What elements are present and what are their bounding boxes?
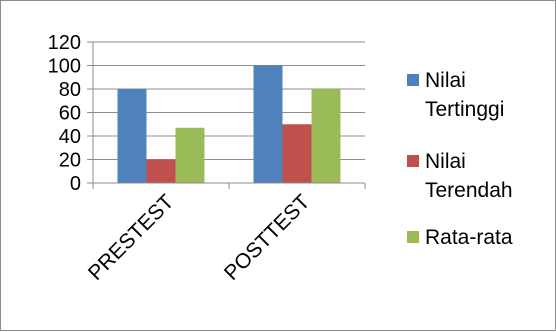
- legend-label: Nilai Terendah: [425, 150, 513, 202]
- y-tick-label: 100: [48, 56, 81, 78]
- bar: [146, 159, 176, 183]
- y-tick-label: 0: [70, 173, 81, 195]
- y-tick-label: 120: [48, 32, 81, 54]
- y-tick-label: 80: [59, 79, 81, 101]
- bar: [282, 124, 312, 183]
- legend-label: Nilai Tertinggi: [425, 69, 504, 121]
- x-category-label: PRESTEST: [84, 190, 179, 285]
- bar: [117, 89, 147, 183]
- bar: [311, 89, 341, 183]
- legend-swatch: [407, 231, 419, 243]
- bar: [175, 127, 205, 183]
- y-tick-label: 20: [59, 150, 81, 172]
- y-tick-label: 60: [59, 103, 81, 125]
- legend-swatch: [407, 74, 419, 86]
- legend-label: Rata-rata: [425, 226, 513, 249]
- y-tick-label: 40: [59, 126, 81, 148]
- bar: [253, 65, 283, 183]
- x-category-label: POSTTEST: [220, 190, 315, 285]
- legend-swatch: [407, 155, 419, 167]
